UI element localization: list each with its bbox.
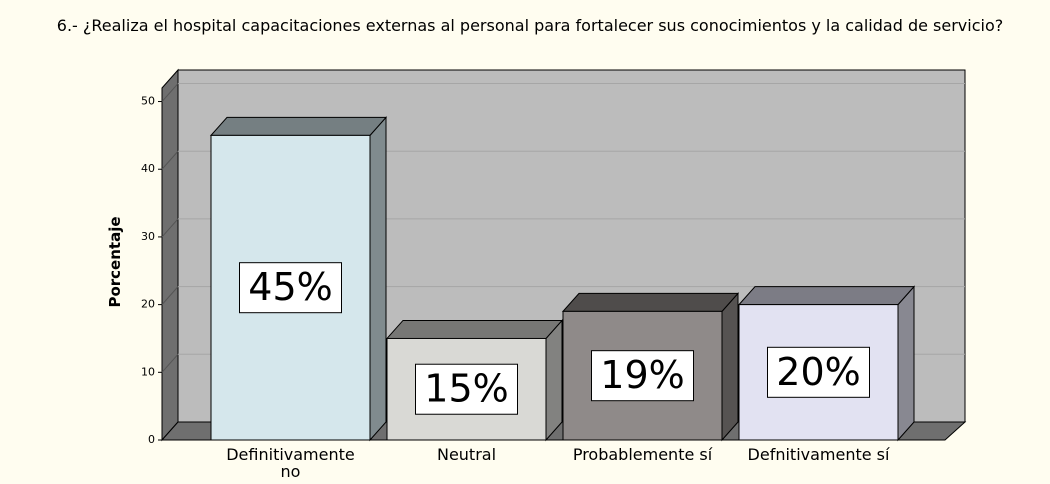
bar-side <box>369 116 387 442</box>
value-label: 45% <box>248 265 332 309</box>
bar-side <box>545 319 563 442</box>
value-label-box <box>415 363 518 415</box>
x-tick-label: Probablemente sí <box>572 445 713 464</box>
value-label-box <box>591 350 694 402</box>
y-tick-label: 30 <box>141 230 155 243</box>
value-label: 15% <box>424 367 508 411</box>
chart-title: 6.- ¿Realiza el hospital capacitaciones … <box>56 16 1004 35</box>
bar-top <box>561 292 740 312</box>
y-axis-label: Porcentaje <box>106 216 124 307</box>
value-label-box <box>239 262 342 314</box>
bar-side <box>721 292 739 442</box>
grid-line <box>161 150 179 170</box>
bar-top <box>737 286 916 306</box>
y-tick-label: 50 <box>141 95 155 108</box>
bar <box>738 304 899 441</box>
y-tick-label: 10 <box>141 365 155 378</box>
grid-line <box>161 286 179 305</box>
bar-side <box>897 285 915 442</box>
grid-line <box>161 218 179 238</box>
grid-line <box>161 353 179 373</box>
y-tick-label: 0 <box>148 433 155 446</box>
x-tick-label: Neutral <box>436 445 497 464</box>
value-label: 20% <box>776 350 860 394</box>
bar-top <box>209 116 388 136</box>
x-tick-label: Defnitivamente sí <box>747 445 890 464</box>
bar-top <box>385 319 564 339</box>
y-tick-label: 20 <box>141 298 155 311</box>
x-tick-label: Definitivamente no <box>226 445 355 481</box>
value-label-box <box>767 346 870 398</box>
value-label: 19% <box>600 353 684 397</box>
grid-line <box>161 83 179 102</box>
side-wall <box>161 68 179 442</box>
y-tick-label: 40 <box>141 162 155 175</box>
